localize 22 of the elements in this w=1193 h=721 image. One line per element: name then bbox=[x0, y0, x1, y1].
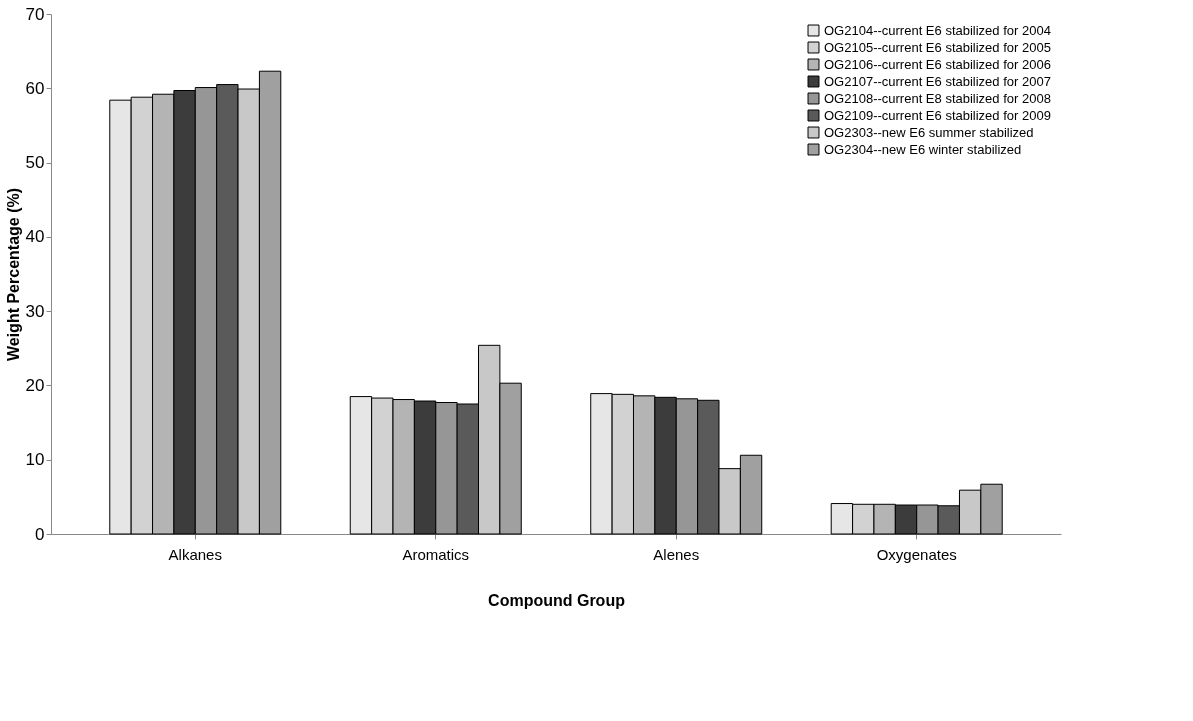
legend-label: OG2106--current E6 stabilized for 2006 bbox=[824, 56, 1051, 72]
legend-label: OG2304--new E6 winter stabilized bbox=[824, 141, 1022, 157]
x-tick-label: Alenes bbox=[653, 545, 700, 563]
legend-label: OG2108--current E8 stabilized for 2008 bbox=[824, 90, 1051, 106]
y-tick-label: 10 bbox=[25, 450, 45, 470]
y-tick-label: 20 bbox=[25, 375, 45, 395]
x-tick-label: Alkanes bbox=[168, 545, 222, 563]
y-tick-label: 50 bbox=[25, 153, 45, 173]
x-tick-label: Aromatics bbox=[402, 545, 470, 563]
legend-label: OG2303--new E6 summer stabilized bbox=[824, 124, 1034, 140]
y-tick-label: 30 bbox=[25, 301, 45, 321]
y-tick-label: 60 bbox=[25, 78, 45, 98]
legend-label: OG2107--current E6 stabilized for 2007 bbox=[824, 73, 1051, 89]
legend-label: OG2104--current E6 stabilized for 2004 bbox=[824, 22, 1051, 38]
legend-label: OG2109--current E6 stabilized for 2009 bbox=[824, 107, 1051, 123]
y-tick-label: 0 bbox=[35, 524, 45, 544]
x-axis-title: Compound Group bbox=[488, 591, 626, 609]
y-tick-label: 40 bbox=[25, 227, 45, 247]
legend-label: OG2105--current E6 stabilized for 2005 bbox=[824, 39, 1051, 55]
y-axis-title: Weight Percentage (%) bbox=[4, 187, 22, 362]
x-tick-label: Oxygenates bbox=[876, 545, 957, 563]
y-tick-label: 70 bbox=[25, 4, 45, 24]
